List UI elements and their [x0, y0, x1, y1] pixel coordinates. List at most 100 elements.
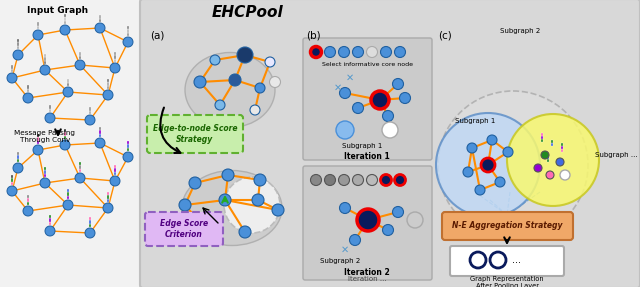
Circle shape	[23, 93, 33, 103]
Circle shape	[481, 158, 495, 172]
Circle shape	[239, 226, 251, 238]
Circle shape	[394, 174, 406, 185]
Bar	[541, 139, 543, 142]
Bar	[99, 127, 101, 130]
Bar	[99, 130, 101, 133]
Bar	[11, 181, 13, 185]
Circle shape	[470, 252, 486, 268]
Bar	[89, 224, 92, 227]
Bar	[114, 51, 116, 55]
Circle shape	[467, 143, 477, 153]
Circle shape	[179, 199, 191, 211]
Circle shape	[383, 224, 394, 236]
Circle shape	[490, 252, 506, 268]
Bar	[11, 69, 13, 72]
Text: Select informative core node: Select informative core node	[321, 62, 413, 67]
Bar	[107, 199, 109, 202]
Bar	[17, 42, 19, 46]
Bar	[127, 144, 129, 148]
Circle shape	[392, 79, 403, 90]
Circle shape	[60, 140, 70, 150]
Bar	[89, 220, 92, 224]
Text: ✕: ✕	[334, 83, 342, 93]
Bar	[44, 61, 46, 64]
Bar	[27, 198, 29, 201]
Bar	[11, 65, 13, 69]
Bar	[89, 216, 92, 220]
Bar	[99, 15, 101, 18]
Bar	[107, 79, 109, 82]
Circle shape	[229, 74, 241, 86]
Bar	[114, 59, 116, 62]
Circle shape	[357, 209, 379, 231]
Circle shape	[45, 226, 55, 236]
Bar	[64, 135, 67, 139]
Text: Edge-to-node Score
Strategy: Edge-to-node Score Strategy	[153, 124, 237, 144]
Circle shape	[383, 110, 394, 121]
Circle shape	[507, 114, 599, 206]
Bar	[64, 132, 67, 135]
FancyBboxPatch shape	[140, 0, 640, 287]
Bar	[17, 38, 19, 42]
Text: N-E Aggregation Strategy: N-E Aggregation Strategy	[452, 222, 563, 230]
Bar	[44, 53, 46, 57]
Bar	[114, 55, 116, 59]
Ellipse shape	[185, 53, 275, 127]
Circle shape	[487, 135, 497, 145]
Text: ✕: ✕	[341, 245, 349, 255]
Bar	[49, 214, 51, 218]
Text: Iteration ...: Iteration ...	[348, 276, 387, 282]
Bar	[11, 178, 13, 181]
Circle shape	[367, 46, 378, 57]
Circle shape	[556, 158, 564, 166]
Text: EHCPool: EHCPool	[212, 5, 284, 20]
Text: (c): (c)	[438, 30, 452, 40]
Circle shape	[495, 177, 505, 187]
Bar	[17, 152, 19, 155]
Bar	[49, 108, 51, 112]
Bar	[79, 168, 81, 172]
Circle shape	[336, 121, 354, 139]
Text: ✕: ✕	[346, 73, 354, 83]
Bar	[64, 20, 67, 24]
Circle shape	[60, 25, 70, 35]
Circle shape	[7, 186, 17, 196]
Bar	[36, 26, 39, 29]
Circle shape	[534, 164, 542, 172]
Circle shape	[75, 173, 85, 183]
Circle shape	[210, 55, 220, 65]
Bar	[27, 201, 29, 205]
Bar	[79, 55, 81, 59]
Circle shape	[353, 174, 364, 185]
Bar	[547, 156, 549, 159]
Bar	[27, 85, 29, 88]
Bar	[44, 174, 46, 177]
Bar	[79, 165, 81, 168]
Bar	[541, 136, 543, 139]
Text: Subgraph ...: Subgraph ...	[595, 152, 637, 158]
Circle shape	[381, 46, 392, 57]
FancyBboxPatch shape	[145, 212, 223, 246]
Circle shape	[194, 76, 206, 88]
Bar	[36, 137, 39, 141]
Bar	[127, 26, 129, 29]
Text: Subgraph 1: Subgraph 1	[342, 143, 382, 149]
Circle shape	[339, 203, 351, 214]
Bar	[11, 174, 13, 178]
Circle shape	[367, 174, 378, 185]
Bar	[99, 18, 101, 22]
Bar	[17, 46, 19, 49]
Circle shape	[75, 60, 85, 70]
Circle shape	[33, 30, 43, 40]
Bar	[107, 195, 109, 199]
Bar	[44, 170, 46, 174]
Bar	[127, 29, 129, 32]
Circle shape	[95, 23, 105, 33]
Circle shape	[463, 167, 473, 177]
Bar	[64, 17, 67, 20]
Bar	[547, 159, 549, 162]
Circle shape	[13, 50, 23, 60]
Circle shape	[339, 88, 351, 98]
Circle shape	[353, 46, 364, 57]
Circle shape	[219, 194, 231, 206]
